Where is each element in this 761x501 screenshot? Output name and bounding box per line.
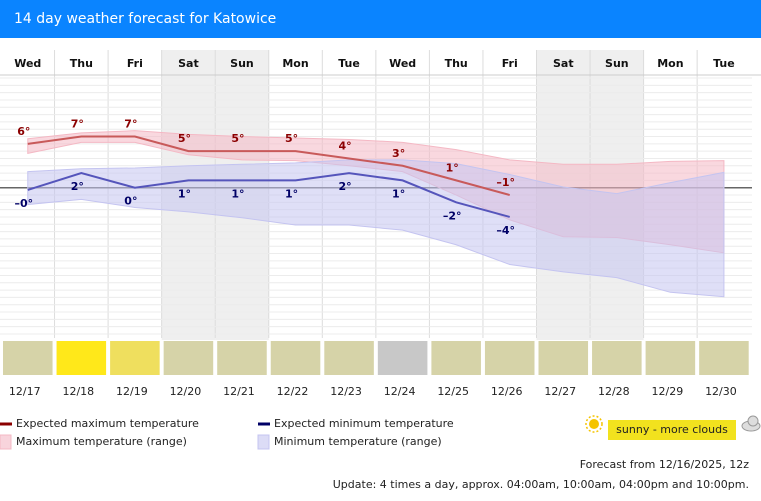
- sky-cell: [270, 341, 321, 375]
- day-label: Wed: [389, 57, 416, 70]
- sky-cell: [592, 341, 642, 375]
- value-label: 5°: [231, 132, 244, 145]
- value-label: 5°: [285, 132, 298, 145]
- legend-swatch: [0, 434, 12, 450]
- sun-icon: [585, 415, 603, 433]
- sky-cell: [3, 341, 53, 375]
- day-label: Fri: [127, 57, 143, 70]
- value-label: 0°: [124, 195, 137, 208]
- legend-label: Minimum temperature (range): [274, 435, 442, 448]
- value-label: 6°: [17, 125, 30, 138]
- date-label: 12/29: [652, 385, 684, 398]
- date-label: 12/18: [62, 385, 94, 398]
- date-label: 12/28: [598, 385, 630, 398]
- day-label: Tue: [713, 57, 735, 70]
- day-label: Fri: [502, 57, 518, 70]
- value-label: 1°: [178, 187, 191, 200]
- date-label: 12/30: [705, 385, 737, 398]
- date-label: 12/23: [330, 385, 362, 398]
- date-label: 12/19: [116, 385, 148, 398]
- legend-label: Expected maximum temperature: [16, 417, 199, 430]
- temperature-line: [27, 172, 510, 218]
- value-label: 1°: [231, 187, 244, 200]
- value-label: –0°: [14, 197, 33, 210]
- date-label: 12/25: [437, 385, 469, 398]
- day-label: Mon: [282, 57, 308, 70]
- header-bar: [0, 0, 761, 38]
- value-label: –4°: [496, 224, 515, 237]
- value-label: 7°: [71, 118, 84, 131]
- date-label: 12/21: [223, 385, 255, 398]
- sky-cell: [377, 341, 428, 375]
- value-label: 3°: [392, 147, 405, 160]
- sky-legend-box: [608, 420, 736, 440]
- range-band: [27, 159, 725, 298]
- date-label: 12/17: [9, 385, 41, 398]
- value-label: 5°: [178, 132, 191, 145]
- value-label: 1°: [285, 187, 298, 200]
- sky-cell: [217, 341, 267, 375]
- value-label: –1°: [496, 176, 515, 189]
- value-label: 4°: [338, 139, 351, 152]
- sky-cell: [699, 341, 749, 375]
- date-label: 12/26: [491, 385, 523, 398]
- sky-cell: [645, 341, 696, 375]
- sky-cell: [163, 341, 214, 375]
- sky-cell: [56, 341, 107, 375]
- day-label: Mon: [657, 57, 683, 70]
- day-label: Sat: [553, 57, 574, 70]
- day-label: Wed: [14, 57, 41, 70]
- sky-cell: [431, 341, 481, 375]
- value-label: –2°: [443, 209, 462, 222]
- legend-label: Maximum temperature (range): [16, 435, 187, 448]
- value-label: 2°: [71, 180, 84, 193]
- forecast-note: Forecast from 12/16/2025, 12z: [580, 458, 750, 471]
- value-label: 2°: [338, 180, 351, 193]
- sky-legend-label: sunny - more clouds: [616, 423, 728, 436]
- date-label: 12/22: [277, 385, 309, 398]
- temperature-line: [27, 135, 510, 196]
- date-label: 12/20: [170, 385, 202, 398]
- day-label: Sun: [605, 57, 629, 70]
- day-label: Thu: [70, 57, 93, 70]
- day-label: Thu: [445, 57, 468, 70]
- sky-cell: [110, 341, 160, 375]
- legend-label: Expected minimum temperature: [274, 417, 454, 430]
- value-label: 7°: [124, 118, 137, 131]
- value-label: 1°: [446, 161, 459, 174]
- date-label: 12/24: [384, 385, 416, 398]
- day-label: Sun: [230, 57, 254, 70]
- value-label: 1°: [392, 187, 405, 200]
- date-label: 12/27: [544, 385, 576, 398]
- sky-cell: [324, 341, 374, 375]
- day-label: Tue: [338, 57, 360, 70]
- cloud-icon: [741, 415, 761, 432]
- update-note: Update: 4 times a day, approx. 04:00am, …: [333, 478, 749, 491]
- day-label: Sat: [178, 57, 199, 70]
- legend-swatch: [257, 434, 270, 450]
- chart-title: 14 day weather forecast for Katowice: [14, 11, 276, 27]
- sky-cell: [484, 341, 535, 375]
- sky-cell: [538, 341, 589, 375]
